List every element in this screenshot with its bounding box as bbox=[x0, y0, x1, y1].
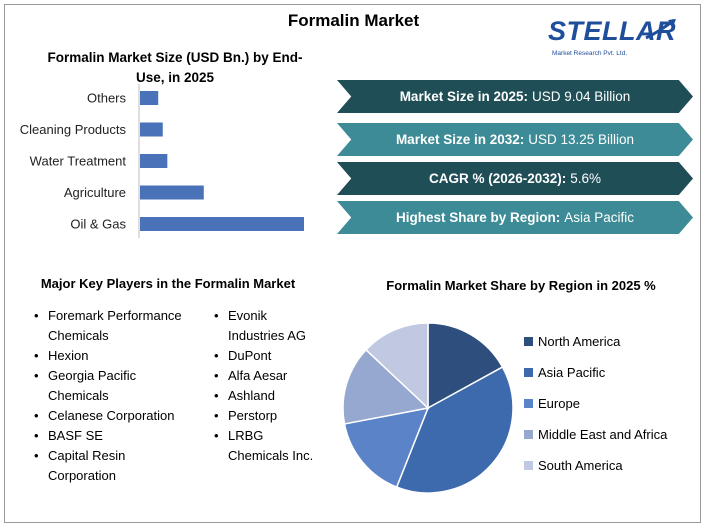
bar bbox=[140, 154, 168, 168]
stat-value: USD 13.25 Billion bbox=[528, 132, 635, 147]
legend-swatch bbox=[524, 461, 533, 470]
legend-item: North America bbox=[524, 326, 667, 357]
stat-value: 5.6% bbox=[570, 171, 602, 186]
player-item: Capital Resin Corporation bbox=[34, 446, 194, 486]
legend-label: South America bbox=[538, 458, 623, 473]
stat-label: Market Size in 2032: bbox=[395, 132, 525, 147]
player-item: Foremark Performance Chemicals bbox=[34, 306, 194, 346]
legend-item: Middle East and Africa bbox=[524, 419, 667, 450]
stat-banner: CAGR % (2026-2032): 5.6% bbox=[337, 162, 693, 195]
player-item: Celanese Corporation bbox=[34, 406, 194, 426]
players-left-column: Foremark Performance ChemicalsHexionGeor… bbox=[34, 306, 194, 486]
bar-chart-title: Formalin Market Size (USD Bn.) by End-Us… bbox=[47, 50, 303, 85]
player-item: BASF SE bbox=[34, 426, 194, 446]
legend-item: Asia Pacific bbox=[524, 357, 667, 388]
page-title: Formalin Market bbox=[287, 11, 420, 30]
player-item: Hexion bbox=[34, 346, 194, 366]
player-item: Perstorp bbox=[214, 406, 314, 426]
legend-swatch bbox=[524, 337, 533, 346]
legend-label: Asia Pacific bbox=[538, 365, 606, 380]
pie-slice bbox=[364, 322, 429, 410]
pie-chart-title: Formalin Market Share by Region in 2025 … bbox=[386, 278, 656, 293]
player-item: Georgia Pacific Chemicals bbox=[34, 366, 194, 406]
legend-swatch bbox=[524, 430, 533, 439]
players-title: Major Key Players in the Formalin Market bbox=[40, 276, 296, 291]
stat-banner: Market Size in 2032: USD 13.25 Billion bbox=[337, 123, 693, 156]
logo-arrow-icon bbox=[645, 18, 676, 40]
stat-label: Highest Share by Region: bbox=[395, 210, 561, 225]
stat-value: Asia Pacific bbox=[564, 210, 635, 225]
players-right-column: Evonik Industries AGDuPontAlfa AesarAshl… bbox=[214, 306, 314, 466]
stellar-logo: STELLAR Market Research Pvt. Ltd. bbox=[548, 14, 688, 62]
bar-label: Water Treatment bbox=[30, 154, 127, 169]
pie-chart bbox=[342, 322, 514, 494]
stat-banner: Market Size in 2025: USD 9.04 Billion bbox=[337, 80, 693, 113]
logo-tagline: Market Research Pvt. Ltd. bbox=[552, 50, 628, 57]
pie-slice bbox=[343, 407, 430, 489]
infographic-frame bbox=[4, 4, 701, 523]
pie-slice bbox=[342, 348, 430, 425]
pie-slice bbox=[395, 366, 514, 494]
pie-slice bbox=[427, 322, 504, 410]
legend-item: South America bbox=[524, 450, 667, 481]
stat-label: Market Size in 2025: bbox=[399, 89, 528, 104]
stat-banner: Highest Share by Region: Asia Pacific bbox=[337, 201, 693, 234]
legend-item: Europe bbox=[524, 388, 667, 419]
bar bbox=[140, 185, 204, 200]
legend-label: Middle East and Africa bbox=[538, 427, 668, 442]
pie-legend: North America Asia Pacific Europe Middle Ea… bbox=[524, 326, 667, 481]
legend-label: Europe bbox=[538, 396, 580, 411]
bar bbox=[140, 122, 163, 137]
stat-label: CAGR % (2026-2032): bbox=[428, 171, 567, 186]
player-item: Evonik Industries AG bbox=[214, 306, 314, 346]
player-item: DuPont bbox=[214, 346, 314, 366]
legend-swatch bbox=[524, 368, 533, 377]
player-item: LRBG Chemicals Inc. bbox=[214, 426, 314, 466]
player-item: Alfa Aesar bbox=[214, 366, 314, 386]
legend-label: North America bbox=[538, 334, 621, 349]
bar-chart: Others Cleaning Products Water Treatment Ag… bbox=[20, 84, 304, 238]
bar-label: Others bbox=[87, 91, 127, 106]
legend-swatch bbox=[524, 399, 533, 408]
bar bbox=[140, 217, 304, 231]
logo-wordmark: STELLAR bbox=[548, 16, 676, 46]
bar bbox=[140, 91, 159, 105]
player-item: Ashland bbox=[214, 386, 314, 406]
bar-label: Oil & Gas bbox=[70, 217, 126, 232]
bar-label: Agriculture bbox=[64, 185, 126, 200]
bar-label: Cleaning Products bbox=[20, 122, 127, 137]
stat-value: USD 9.04 Billion bbox=[532, 89, 631, 104]
